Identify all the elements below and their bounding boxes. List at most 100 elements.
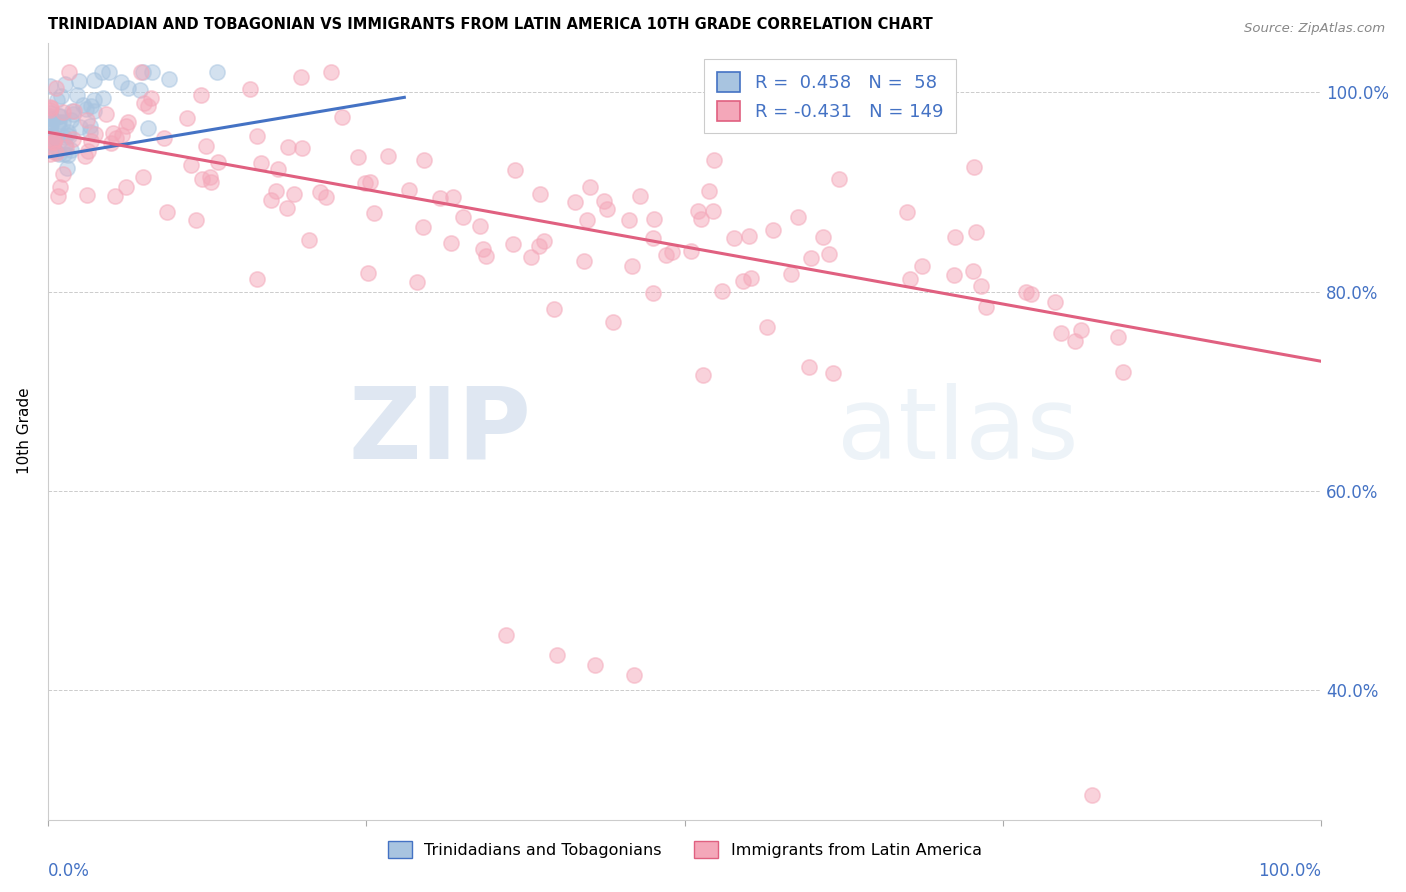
Point (44, 132, 66, 146)
Point (83, 73, 105, 87)
Point (75, 103, 97, 117)
Point (1063, 334, 1085, 349)
Point (132, 95, 155, 110)
Point (246, 272, 269, 286)
Point (630, 188, 652, 202)
Point (39, 100, 62, 114)
Point (39, 103, 62, 117)
Point (697, 185, 720, 199)
Point (83, 127, 105, 141)
Point (267, 162, 290, 177)
Point (69, 120, 91, 134)
Point (63, 103, 86, 118)
Point (1014, 285, 1036, 299)
Point (41, 115, 63, 129)
Point (621, 259, 644, 273)
Point (41, 135, 63, 149)
Point (39, 109, 62, 123)
Point (740, 270, 762, 285)
Point (55, 128, 77, 143)
Point (52, 105, 75, 120)
Point (911, 259, 934, 273)
Point (250, 156, 273, 170)
Point (56, 125, 79, 139)
Point (520, 250, 543, 264)
Point (39, 78, 62, 93)
Point (90, 65, 112, 79)
Point (723, 231, 745, 245)
Point (190, 172, 212, 186)
Point (643, 286, 665, 301)
Point (53, 138, 76, 153)
Point (441, 190, 464, 204)
Point (260, 193, 283, 207)
Point (1081, 788, 1104, 802)
Point (66, 87, 89, 102)
Point (974, 301, 997, 315)
Point (45, 145, 67, 160)
Point (277, 139, 299, 153)
Y-axis label: 10th Grade: 10th Grade (17, 388, 32, 475)
Point (686, 204, 709, 219)
Point (114, 119, 136, 133)
Point (702, 204, 724, 219)
Point (246, 128, 269, 143)
Point (398, 183, 420, 197)
Point (44, 135, 66, 149)
Point (46, 93, 69, 107)
Legend: Trinidadians and Tobagonians, Immigrants from Latin America: Trinidadians and Tobagonians, Immigrants… (380, 833, 990, 866)
Point (529, 186, 551, 201)
Point (39, 136, 62, 151)
Point (136, 99, 159, 113)
Point (94, 107, 117, 121)
Point (80, 134, 103, 148)
Point (42, 128, 65, 143)
Point (898, 271, 921, 285)
Point (797, 359, 820, 374)
Point (703, 153, 725, 167)
Point (39, 147, 62, 161)
Point (527, 239, 550, 253)
Point (1107, 329, 1129, 343)
Point (505, 163, 527, 178)
Point (83, 103, 105, 118)
Point (207, 65, 229, 79)
Point (42, 138, 65, 153)
Point (53, 129, 76, 144)
Point (51, 115, 73, 129)
Point (207, 154, 229, 169)
Point (377, 149, 399, 163)
Point (896, 205, 918, 219)
Point (363, 206, 385, 220)
Point (283, 186, 305, 201)
Point (190, 88, 212, 103)
Point (800, 251, 823, 265)
Point (83, 93, 105, 107)
Point (39, 120, 62, 135)
Point (546, 648, 568, 663)
Point (593, 194, 616, 208)
Point (817, 247, 839, 261)
Point (354, 176, 377, 190)
Point (100, 136, 122, 151)
Point (186, 213, 208, 227)
Point (502, 237, 524, 252)
Point (76, 144, 98, 158)
Point (470, 219, 492, 233)
Point (239, 81, 262, 95)
Point (475, 249, 498, 263)
Point (359, 175, 381, 189)
Point (49, 89, 72, 103)
Point (755, 320, 778, 334)
Point (200, 175, 222, 189)
Point (76, 188, 98, 202)
Point (264, 184, 287, 198)
Point (49, 180, 72, 194)
Text: Source: ZipAtlas.com: Source: ZipAtlas.com (1244, 22, 1385, 36)
Point (60, 113, 83, 128)
Point (180, 158, 202, 172)
Text: ZIP: ZIP (349, 383, 531, 480)
Point (495, 628, 517, 642)
Point (623, 668, 645, 682)
Point (970, 278, 993, 293)
